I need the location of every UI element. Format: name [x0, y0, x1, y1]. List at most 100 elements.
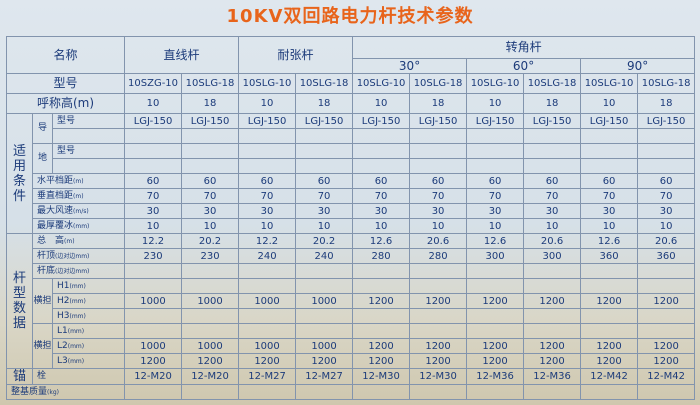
- height: 10: [466, 93, 525, 114]
- row: 杆底(边对边mm): [7, 263, 696, 279]
- row-label: 垂直档距(m): [31, 188, 126, 204]
- value: 1200: [238, 353, 297, 369]
- angle-header: 90°: [580, 58, 696, 74]
- label-text: L2: [57, 340, 68, 351]
- row-label: H3(mm): [51, 308, 126, 324]
- empty-cell: [295, 128, 354, 144]
- group-header: 转角杆: [352, 36, 696, 59]
- empty-cell: [637, 384, 696, 400]
- empty-cell: [181, 263, 240, 279]
- empty-cell: [466, 278, 525, 294]
- row: 最大风速(m/s) 30 30 30 30 30 30 30 30 30 30: [7, 203, 696, 219]
- unit: (m): [64, 237, 75, 245]
- value: 12-M27: [238, 368, 297, 385]
- value: 12-M36: [523, 368, 582, 385]
- model: 10SLG-10: [238, 73, 297, 94]
- value: 1000: [181, 293, 240, 309]
- value: 1200: [409, 353, 468, 369]
- row: 最厚覆冰(mm) 10 10 10 10 10 10 10 10 10 10: [7, 218, 696, 234]
- empty-cell: [295, 308, 354, 324]
- unit: (mm): [73, 222, 90, 230]
- empty-cell: [523, 308, 582, 324]
- value: 1200: [523, 353, 582, 369]
- row-label: [51, 158, 126, 174]
- value: 1200: [295, 353, 354, 369]
- value: LGJ-150: [523, 113, 582, 129]
- model: 10SLG-10: [352, 73, 411, 94]
- empty-cell: [466, 308, 525, 324]
- value: 30: [295, 203, 354, 219]
- label-text: 最大风速: [37, 205, 74, 216]
- row-label: 型号: [51, 143, 126, 159]
- empty-cell: [580, 384, 639, 400]
- row: 整基质量(kg): [5, 384, 696, 400]
- row: H2(mm) 1000 1000 1000 1000 1200 1200 1200 1200 12…: [7, 293, 696, 309]
- value: 70: [238, 188, 297, 204]
- empty-cell: [295, 323, 354, 339]
- value: 240: [238, 248, 297, 264]
- empty-cell: [637, 263, 696, 279]
- value: 360: [580, 248, 639, 264]
- value: 230: [124, 248, 183, 264]
- label-text: H2: [57, 295, 70, 306]
- value: 30: [181, 203, 240, 219]
- value: 70: [523, 188, 582, 204]
- row-label: 最厚覆冰(mm): [31, 218, 126, 234]
- value: 30: [580, 203, 639, 219]
- value: 1200: [637, 353, 696, 369]
- row: 地型号: [7, 143, 696, 174]
- empty-cell: [295, 158, 354, 174]
- value: 30: [466, 203, 525, 219]
- value: 60: [181, 173, 240, 189]
- label-text: 最厚覆冰: [37, 220, 74, 231]
- label-text: 整基质量: [11, 386, 48, 397]
- value: 10: [181, 218, 240, 234]
- value: 1000: [238, 338, 297, 354]
- empty-cell: [181, 128, 240, 144]
- empty-cell: [637, 278, 696, 294]
- value: 1200: [352, 338, 411, 354]
- value: 12.6: [352, 233, 411, 249]
- height: 10: [352, 93, 411, 114]
- empty-cell: [238, 278, 297, 294]
- empty-cell: [238, 323, 297, 339]
- model: 10SLG-18: [637, 73, 696, 94]
- section-label: 杆型数据: [6, 233, 33, 369]
- value: 10: [238, 218, 297, 234]
- empty-cell: [124, 128, 183, 144]
- empty-cell: [523, 323, 582, 339]
- label-text: 杆底: [37, 265, 56, 276]
- row: L3(mm) 1200 1200 1200 1200 1200 1200 1200 1200 12…: [7, 353, 696, 369]
- empty-cell: [466, 143, 525, 159]
- empty-cell: [466, 263, 525, 279]
- value: 360: [637, 248, 696, 264]
- empty-cell: [181, 143, 240, 159]
- value: 60: [466, 173, 525, 189]
- empty-cell: [466, 158, 525, 174]
- model: 10SLG-18: [523, 73, 582, 94]
- label-text: 型号: [57, 145, 76, 156]
- empty-cell: [523, 263, 582, 279]
- row: [7, 158, 696, 174]
- value: 10: [523, 218, 582, 234]
- value: LGJ-150: [580, 113, 639, 129]
- value: LGJ-150: [466, 113, 525, 129]
- unit: (mm): [69, 297, 86, 305]
- value: 70: [580, 188, 639, 204]
- row-label: L1(mm): [51, 323, 126, 339]
- value: LGJ-150: [238, 113, 297, 129]
- value: 230: [181, 248, 240, 264]
- row-label: [51, 128, 126, 144]
- sub-label: 横担: [32, 323, 53, 369]
- value: 1200: [466, 338, 525, 354]
- value: 12-M36: [466, 368, 525, 385]
- row-label: L2(mm): [51, 338, 126, 354]
- unit: (边对边mm): [55, 267, 90, 275]
- empty-cell: [523, 158, 582, 174]
- empty-cell: [637, 143, 696, 159]
- empty-cell: [409, 263, 468, 279]
- empty-cell: [124, 323, 183, 339]
- empty-cell: [409, 384, 468, 400]
- value: 1200: [637, 293, 696, 309]
- value: 12.2: [238, 233, 297, 249]
